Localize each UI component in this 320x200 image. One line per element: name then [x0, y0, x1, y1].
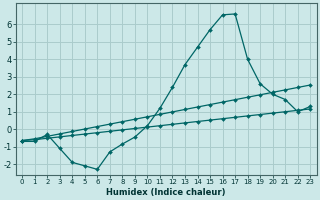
X-axis label: Humidex (Indice chaleur): Humidex (Indice chaleur) [107, 188, 226, 197]
